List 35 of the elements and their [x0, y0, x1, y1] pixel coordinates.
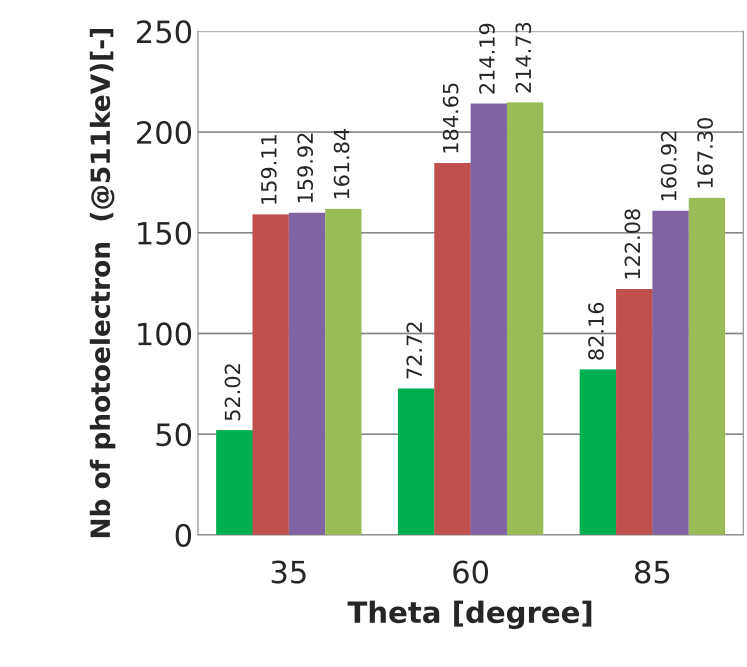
y-tick-label: 200: [137, 120, 192, 144]
bar: [216, 430, 252, 535]
x-tick-label: 35: [272, 560, 306, 584]
bar: [398, 388, 434, 535]
y-tick-label: 100: [138, 322, 192, 346]
y-axis-title: Nb of photoelectron (@511keV)[-]: [90, 29, 116, 538]
data-label: 159.92: [297, 134, 314, 202]
data-label: 122.08: [624, 209, 640, 278]
bar: [688, 198, 726, 535]
bar: [288, 212, 326, 535]
bar: [580, 369, 616, 535]
data-label: 72.72: [406, 322, 422, 378]
data-label: 214.73: [515, 22, 532, 93]
data-label: 214.19: [479, 24, 495, 94]
x-axis-title: Theta [degree]: [348, 600, 592, 630]
bar: [470, 103, 507, 535]
bar: [252, 214, 289, 535]
bar: [506, 102, 544, 535]
x-tick-label: 60: [453, 560, 488, 584]
data-label: 184.65: [442, 84, 458, 152]
bar: [652, 210, 689, 535]
y-tick-label: 150: [138, 222, 192, 245]
data-label: 160.92: [660, 132, 677, 200]
y-tick-label: 50: [156, 423, 192, 446]
y-tick-label: 250: [137, 20, 192, 44]
bar: [616, 289, 652, 535]
data-label: 167.30: [697, 118, 713, 188]
data-label: 161.84: [334, 128, 350, 198]
bar: [325, 208, 362, 535]
x-tick-label: 85: [635, 560, 670, 584]
data-label: 159.11: [260, 135, 277, 204]
data-label: 52.02: [224, 364, 240, 420]
bar: [434, 162, 471, 535]
data-label: 82.16: [588, 302, 604, 360]
y-tick-label: 0: [176, 524, 192, 547]
